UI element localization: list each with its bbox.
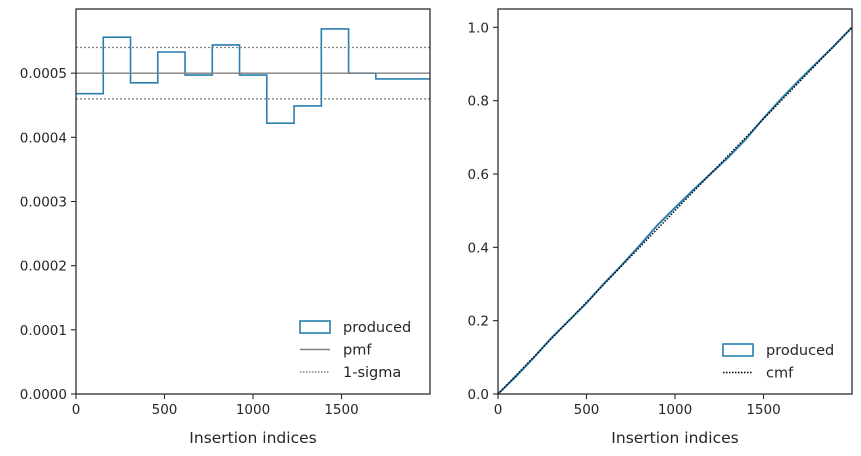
legend-produced-swatch <box>299 320 331 334</box>
legend-label: cmf <box>766 366 794 382</box>
y-tick-label: 0.0002 <box>20 259 67 275</box>
plot-frame <box>497 8 853 395</box>
x-axis-label: Insertion indices <box>611 429 738 447</box>
y-tick-label: 0.0000 <box>20 387 67 403</box>
y-tick-label: 0.4 <box>468 240 489 256</box>
legend-label: 1-sigma <box>343 365 401 381</box>
x-tick-label: 1000 <box>236 402 270 418</box>
legend-label: pmf <box>343 343 372 359</box>
left-chart-panel: 0 500 1000 1500 0.0000 0.0001 0.0002 0.0003 0.00… <box>20 8 431 447</box>
y-tick-label: 0.0 <box>468 387 489 403</box>
y-tick-label: 0.0004 <box>20 130 67 146</box>
y-tick-label: 0.2 <box>468 314 489 330</box>
y-tick-label: 0.0001 <box>20 323 67 339</box>
right-chart-panel: 0 500 1000 1500 0.0 0.2 0.4 0.6 0.8 1.0 Insertion … <box>468 8 853 447</box>
plot-frame <box>75 8 431 395</box>
cmf-line <box>497 26 853 395</box>
y-tick-label: 0.8 <box>468 94 489 110</box>
x-tick-label: 0 <box>72 402 81 418</box>
legend: produced pmf 1-sigma <box>299 320 411 381</box>
x-tick-label: 1500 <box>324 402 358 418</box>
legend-label: produced <box>766 343 834 359</box>
legend: produced cmf <box>722 343 834 382</box>
x-tick-label: 500 <box>574 402 600 418</box>
y-tick-label: 0.0005 <box>20 66 67 82</box>
y-tick-label: 0.6 <box>468 167 489 183</box>
produced-step-line <box>76 28 430 125</box>
x-axis-label: Insertion indices <box>189 429 316 447</box>
y-tick-label: 0.0003 <box>20 195 67 211</box>
x-tick-label: 1500 <box>746 402 780 418</box>
x-tick-label: 500 <box>152 402 178 418</box>
legend-produced-swatch <box>722 343 754 357</box>
legend-label: produced <box>343 320 411 336</box>
x-tick-label: 1000 <box>658 402 692 418</box>
y-tick-label: 1.0 <box>468 20 489 36</box>
x-tick-label: 0 <box>494 402 503 418</box>
